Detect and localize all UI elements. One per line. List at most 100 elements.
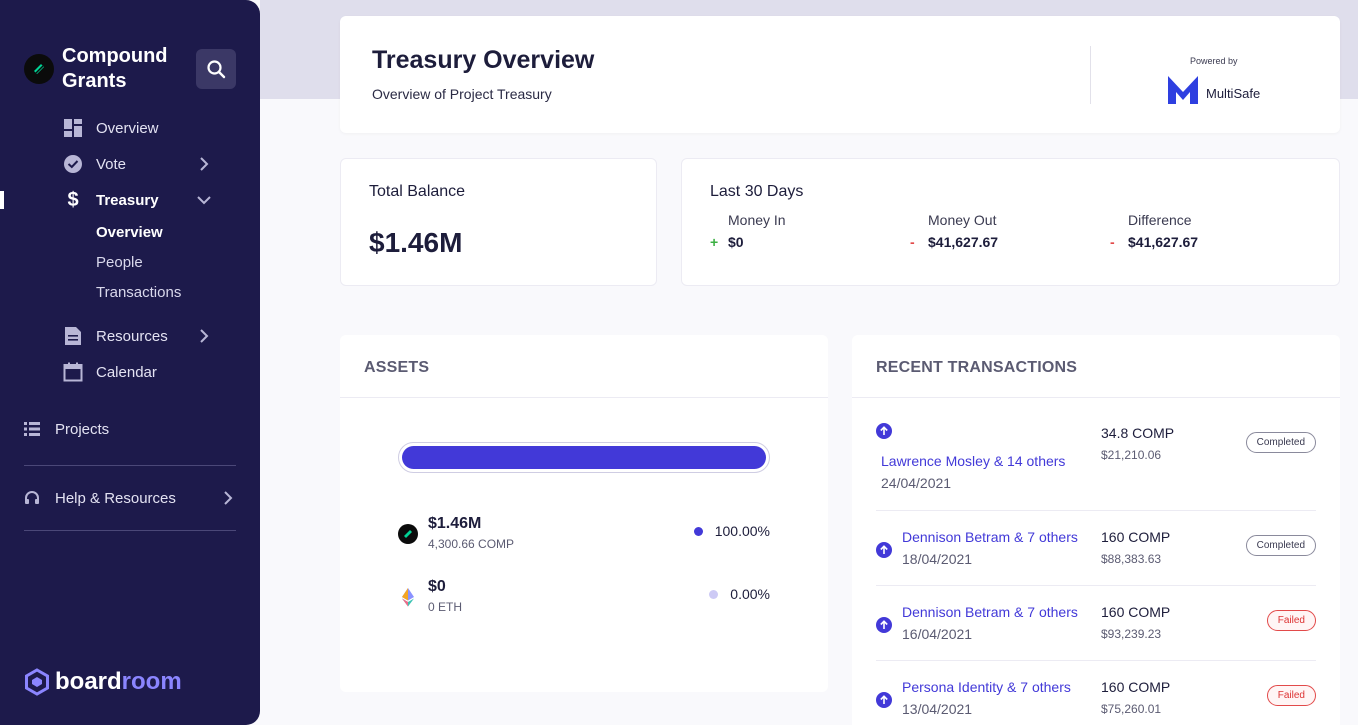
boardroom-text-b: room [121,668,182,695]
brand-name: Compound Grants [62,45,168,92]
compound-token-icon [398,524,418,544]
status-badge: Failed [1266,610,1316,631]
search-button[interactable] [196,49,236,89]
list-icon [22,419,42,439]
asset-percent: 0.00% [730,586,770,602]
money-out-value: $41,627.67 [928,234,999,250]
asset-row[interactable]: $0 0 ETH 0.00% [398,578,770,618]
money-out-label: Money Out [928,212,997,228]
sidebar-item-overview[interactable]: Overview [62,116,212,140]
powered-by-label: Powered by [1190,56,1238,66]
sidebar-subitem-people[interactable]: People [96,254,143,271]
difference-value: $41,627.67 [1128,234,1199,250]
recent-transactions-card: RECENT TRANSACTIONS Lawrence Mosley & 14… [852,335,1340,725]
chevron-down-icon [197,196,211,205]
compound-logo-icon [24,54,54,84]
dashboard-icon [62,117,84,139]
boardroom-text-a: board [55,668,122,695]
sidebar-item-label: Treasury [96,191,159,209]
calendar-icon [62,361,84,383]
sidebar-item-label: Overview [96,119,159,137]
brand[interactable]: Compound Grants [24,44,187,94]
asset-amount: $0 [428,578,446,595]
transaction-recipients[interactable]: Dennison Betram & 7 others [902,604,1078,620]
transaction-date: 24/04/2021 [881,475,952,491]
sidebar-item-vote[interactable]: Vote [62,152,212,176]
chevron-right-icon [200,157,209,171]
page-title: Treasury Overview [372,46,595,74]
boardroom-hexagon-icon [25,668,49,696]
arrow-up-circle-icon [876,542,892,558]
money-out-stat: Money Out - $41,627.67 [910,212,998,250]
asset-quantity: 0 ETH [428,600,463,614]
transaction-comp-amount: 160 COMP [1101,679,1171,695]
last-30-days-label: Last 30 Days [710,183,804,200]
asset-allocation-fill [402,446,766,469]
transaction-comp-amount: 160 COMP [1101,604,1171,620]
sidebar-subitem-transactions[interactable]: Transactions [96,284,182,301]
arrow-up-circle-icon [876,617,892,633]
money-in-stat: Money In + $0 [710,212,786,250]
section-divider [852,397,1340,398]
header-card: Treasury Overview Overview of Project Tr… [340,16,1340,133]
sidebar-item-projects[interactable]: Projects [22,417,238,441]
asset-allocation-bar [398,442,770,473]
arrow-up-circle-icon [876,423,892,439]
transaction-date: 13/04/2021 [902,701,973,717]
sidebar-item-label: Resources [96,327,168,345]
transaction-usd-amount: $75,260.01 [1101,702,1162,716]
asset-percent: 100.00% [714,523,770,539]
transaction-recipients[interactable]: Persona Identity & 7 others [902,679,1071,695]
transaction-usd-amount: $21,210.06 [1101,448,1162,462]
minus-sign: - [1110,234,1115,250]
sidebar-divider [24,530,236,531]
money-in-label: Money In [728,212,786,228]
document-icon [62,325,84,347]
multisafe-link[interactable]: MultiSafe [1168,76,1260,104]
header-divider [1090,46,1091,104]
dollar-icon: $ [67,188,79,211]
sidebar: Compound Grants Overview Vote $ Treasury… [0,0,260,725]
active-indicator [0,191,4,209]
row-divider [876,660,1316,661]
total-balance-card: Total Balance $1.46M [340,158,657,286]
asset-color-dot [709,589,719,599]
difference-stat: Difference - $41,627.67 [1110,212,1198,250]
arrow-up-circle-icon [876,692,892,708]
sidebar-item-treasury[interactable]: $ Treasury [62,188,212,212]
sidebar-item-label: Help & Resources [55,489,176,507]
sidebar-item-resources[interactable]: Resources [62,324,212,348]
total-balance-value: $1.46M [369,227,463,258]
status-badge: Completed [1245,535,1316,556]
chevron-right-icon [224,491,233,505]
transaction-usd-amount: $88,383.63 [1101,552,1162,566]
check-circle-icon [62,153,84,175]
transaction-recipients[interactable]: Lawrence Mosley & 14 others [881,453,1066,469]
sidebar-item-label: Calendar [96,363,157,381]
sidebar-item-calendar[interactable]: Calendar [62,360,212,384]
ethereum-icon [402,588,414,607]
difference-label: Difference [1128,212,1192,228]
asset-color-dot [693,526,703,536]
status-badge: Completed [1245,432,1316,453]
chevron-right-icon [200,329,209,343]
sidebar-divider [24,465,236,466]
minus-sign: - [910,234,915,250]
transaction-recipients[interactable]: Dennison Betram & 7 others [902,529,1078,545]
status-badge: Failed [1266,685,1316,706]
assets-title: ASSETS [364,359,430,376]
total-balance-label: Total Balance [369,183,466,200]
asset-row[interactable]: $1.46M 4,300.66 COMP 100.00% [398,515,770,555]
asset-quantity: 4,300.66 COMP [428,537,515,551]
assets-card: ASSETS $1.46M 4,300.66 COMP 100.00% $0 0… [340,335,828,692]
transaction-date: 16/04/2021 [902,626,973,642]
boardroom-logo[interactable]: board room [24,668,182,696]
sidebar-item-label: Vote [96,155,127,173]
transaction-date: 18/04/2021 [902,551,973,567]
last-30-days-card: Last 30 Days Money In + $0 Money Out - $41… [681,158,1340,286]
multisafe-label: MultiSafe [1206,85,1261,101]
sidebar-subitem-overview[interactable]: Overview [96,224,163,241]
sidebar-item-help[interactable]: Help & Resources [22,486,238,510]
plus-sign: + [710,234,719,250]
headset-icon [22,488,42,508]
